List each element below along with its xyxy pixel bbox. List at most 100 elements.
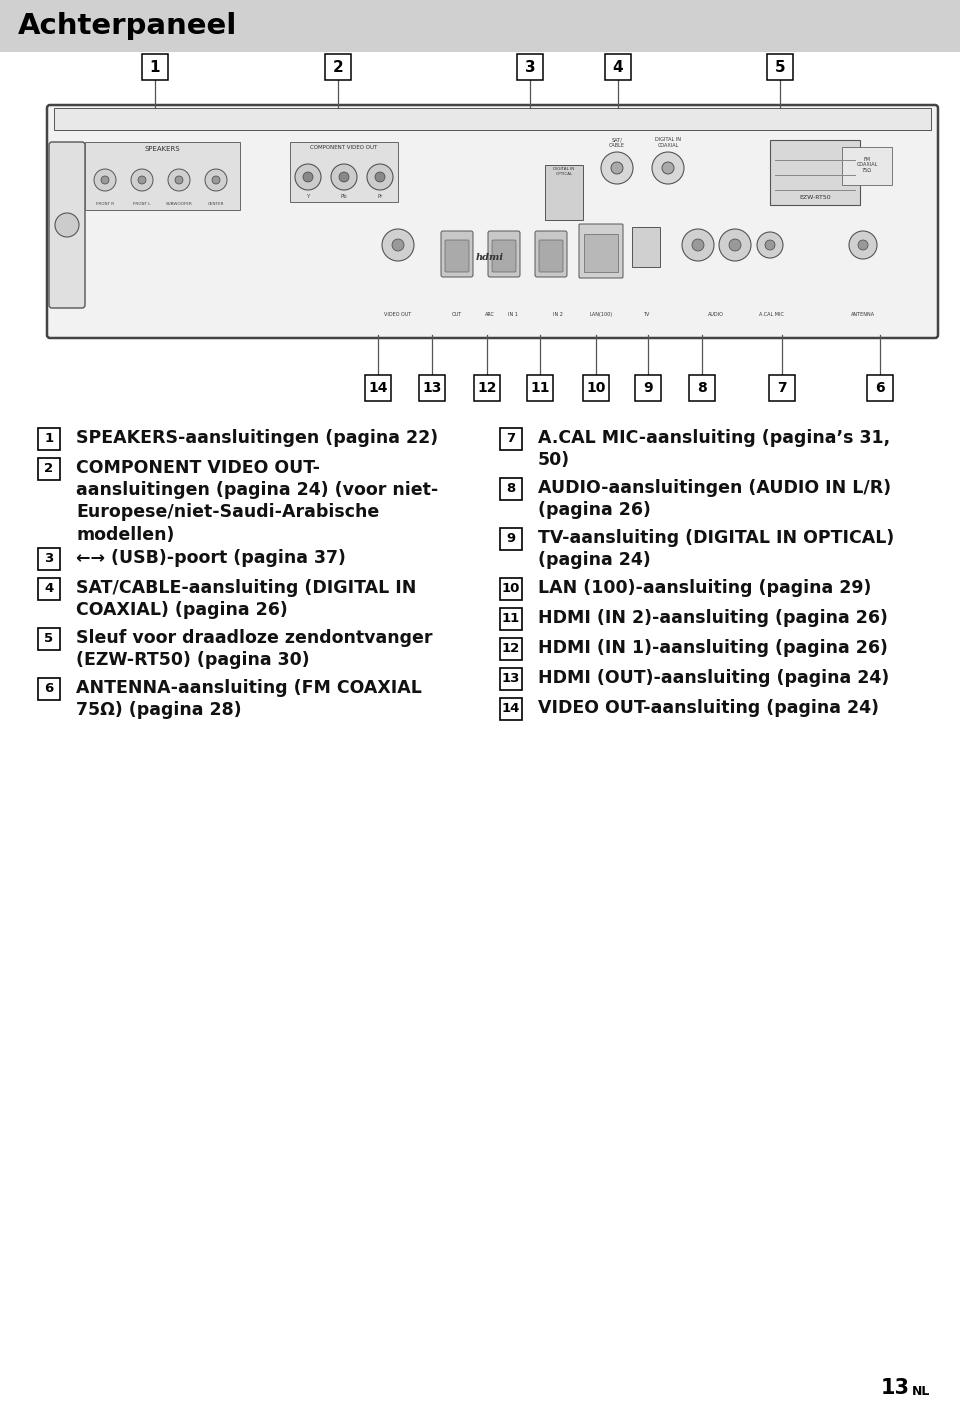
Circle shape	[601, 152, 633, 184]
Text: 11: 11	[530, 381, 550, 396]
Bar	[500, 478, 522, 501]
Bar	[605, 54, 631, 79]
Bar	[500, 698, 522, 720]
Circle shape	[611, 162, 623, 174]
Circle shape	[339, 172, 349, 182]
Circle shape	[765, 240, 775, 250]
Circle shape	[858, 240, 868, 250]
Circle shape	[367, 164, 393, 190]
Bar	[635, 374, 661, 401]
Text: 13: 13	[881, 1378, 910, 1398]
Text: 6: 6	[44, 682, 54, 695]
Bar	[38, 547, 60, 570]
Text: hdmi: hdmi	[476, 252, 504, 261]
Text: DIGITAL IN
COAXIAL: DIGITAL IN COAXIAL	[655, 138, 681, 147]
Text: AUDIO: AUDIO	[708, 312, 724, 318]
Text: 7: 7	[778, 381, 787, 396]
Text: 7: 7	[507, 432, 516, 445]
Text: LAN (100)-aansluiting (pagina 29): LAN (100)-aansluiting (pagina 29)	[538, 579, 872, 597]
Text: 1: 1	[44, 432, 54, 445]
Bar	[632, 227, 660, 267]
Text: ANTENNA-aansluiting (FM COAXIAL
75Ω) (pagina 28): ANTENNA-aansluiting (FM COAXIAL 75Ω) (pa…	[76, 679, 421, 719]
FancyBboxPatch shape	[492, 240, 516, 272]
Text: Y: Y	[306, 194, 310, 199]
FancyBboxPatch shape	[539, 240, 563, 272]
Text: FRONT R: FRONT R	[96, 201, 114, 206]
Bar	[85, 142, 240, 210]
Text: 8: 8	[697, 381, 707, 396]
Circle shape	[131, 169, 153, 191]
Circle shape	[682, 228, 714, 261]
Text: 4: 4	[44, 583, 54, 596]
Text: SPEAKERS: SPEAKERS	[145, 146, 180, 152]
Text: ←→ (USB)-poort (pagina 37): ←→ (USB)-poort (pagina 37)	[76, 549, 346, 567]
Text: 3: 3	[44, 553, 54, 566]
Bar	[500, 638, 522, 659]
Text: Achterpaneel: Achterpaneel	[18, 11, 237, 40]
Text: OUT: OUT	[452, 312, 462, 318]
Text: 10: 10	[587, 381, 606, 396]
Text: 1: 1	[150, 60, 160, 75]
Text: LAN(100): LAN(100)	[589, 312, 612, 318]
Bar	[38, 458, 60, 481]
FancyBboxPatch shape	[579, 224, 623, 278]
Circle shape	[375, 172, 385, 182]
Bar	[500, 527, 522, 550]
Text: HDMI (IN 1)-aansluiting (pagina 26): HDMI (IN 1)-aansluiting (pagina 26)	[538, 640, 888, 657]
Circle shape	[303, 172, 313, 182]
Circle shape	[392, 240, 404, 251]
Bar	[500, 668, 522, 691]
Bar	[54, 108, 931, 130]
Bar	[290, 142, 398, 201]
Text: TV: TV	[643, 312, 649, 318]
Bar	[517, 54, 543, 79]
Circle shape	[101, 176, 109, 184]
Text: 13: 13	[422, 381, 442, 396]
Circle shape	[331, 164, 357, 190]
Bar	[38, 628, 60, 649]
Text: COMPONENT VIDEO OUT: COMPONENT VIDEO OUT	[310, 145, 377, 150]
Text: FRONT L: FRONT L	[133, 201, 151, 206]
Circle shape	[55, 213, 79, 237]
Text: 13: 13	[502, 672, 520, 685]
Text: 14: 14	[369, 381, 388, 396]
Circle shape	[175, 176, 183, 184]
Text: DIGITAL IN
OPTICAL: DIGITAL IN OPTICAL	[553, 167, 575, 176]
Text: COMPONENT VIDEO OUT-
aansluitingen (pagina 24) (voor niet-
Europese/niet-Saudi-A: COMPONENT VIDEO OUT- aansluitingen (pagi…	[76, 459, 439, 543]
Text: Sleuf voor draadloze zendontvanger
(EZW-RT50) (pagina 30): Sleuf voor draadloze zendontvanger (EZW-…	[76, 630, 433, 669]
Text: HDMI (IN 2)-aansluiting (pagina 26): HDMI (IN 2)-aansluiting (pagina 26)	[538, 608, 888, 627]
Text: 3: 3	[525, 60, 536, 75]
Text: CENTER: CENTER	[207, 201, 225, 206]
Text: NL: NL	[912, 1385, 930, 1398]
Bar	[0, 0, 960, 52]
Bar	[38, 428, 60, 450]
Bar	[767, 54, 793, 79]
Text: VIDEO OUT-aansluiting (pagina 24): VIDEO OUT-aansluiting (pagina 24)	[538, 699, 879, 718]
Circle shape	[138, 176, 146, 184]
Circle shape	[212, 176, 220, 184]
Circle shape	[652, 152, 684, 184]
Bar	[500, 428, 522, 450]
Circle shape	[662, 162, 674, 174]
Bar	[38, 678, 60, 700]
Text: 4: 4	[612, 60, 623, 75]
Text: Pr: Pr	[377, 194, 383, 199]
FancyBboxPatch shape	[535, 231, 567, 277]
Text: SAT/
CABLE: SAT/ CABLE	[609, 138, 625, 147]
Text: 5: 5	[775, 60, 785, 75]
FancyBboxPatch shape	[488, 231, 520, 277]
Circle shape	[94, 169, 116, 191]
FancyBboxPatch shape	[584, 234, 618, 272]
Bar	[474, 374, 500, 401]
Text: SAT/CABLE-aansluiting (DIGITAL IN
COAXIAL) (pagina 26): SAT/CABLE-aansluiting (DIGITAL IN COAXIA…	[76, 579, 417, 620]
Bar	[583, 374, 609, 401]
Bar	[770, 140, 860, 206]
Bar	[689, 374, 715, 401]
Text: 12: 12	[502, 642, 520, 655]
Text: ARC: ARC	[485, 312, 495, 318]
Circle shape	[168, 169, 190, 191]
FancyBboxPatch shape	[47, 105, 938, 337]
Text: HDMI (OUT)-aansluiting (pagina 24): HDMI (OUT)-aansluiting (pagina 24)	[538, 669, 889, 686]
Text: 6: 6	[876, 381, 885, 396]
Text: 8: 8	[506, 482, 516, 495]
